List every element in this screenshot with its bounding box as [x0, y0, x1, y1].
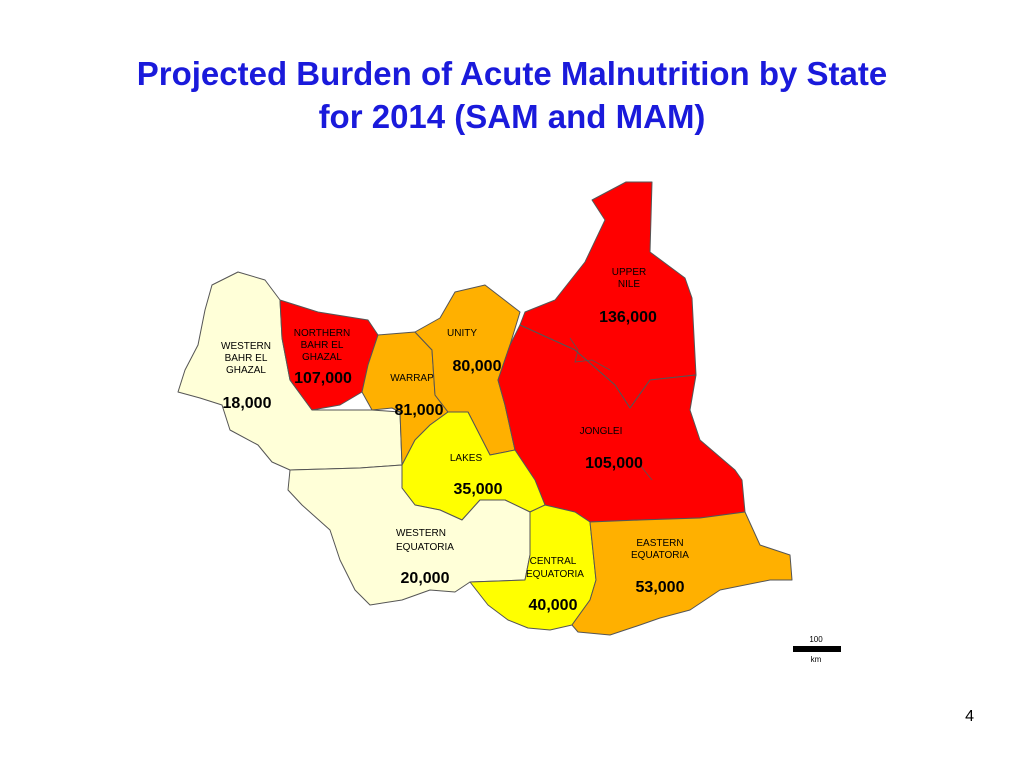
- state-value: 35,000: [454, 481, 503, 498]
- state-label: NILE: [618, 279, 641, 290]
- state-label: EQUATORIA: [631, 550, 689, 561]
- state-label: BAHR EL: [301, 340, 344, 351]
- scale-bar-value: 100: [809, 635, 823, 644]
- state-label: WESTERN: [396, 528, 446, 539]
- state-label: EQUATORIA: [396, 542, 454, 553]
- scale-bar-unit: km: [811, 655, 822, 664]
- state-value: 53,000: [636, 579, 685, 596]
- scale-bar: 100 km: [793, 635, 841, 664]
- state-value: 136,000: [599, 309, 657, 326]
- scale-bar-line: [793, 646, 841, 652]
- page-number: 4: [965, 708, 974, 725]
- state-label: EASTERN: [636, 538, 683, 549]
- slide-title: Projected Burden of Acute Malnutrition b…: [0, 52, 1024, 138]
- internal-boundary-line: [569, 337, 611, 371]
- state-value: 81,000: [395, 402, 444, 419]
- state-label: GHAZAL: [302, 352, 342, 363]
- title-line-1: Projected Burden of Acute Malnutrition b…: [136, 55, 888, 92]
- state-label: WARRAP: [390, 373, 434, 384]
- internal-boundary-line: [639, 464, 653, 481]
- state-central-equatoria[interactable]: [469, 504, 597, 631]
- state-value: 80,000: [453, 358, 502, 375]
- state-label: LAKES: [450, 453, 483, 464]
- state-label: GHAZAL: [226, 365, 266, 376]
- state-value: 107,000: [294, 370, 352, 387]
- state-label: BAHR EL: [225, 353, 268, 364]
- state-value: 40,000: [529, 597, 578, 614]
- title-line-2: for 2014 (SAM and MAM): [318, 98, 706, 135]
- state-eastern-equatoria[interactable]: [571, 511, 793, 636]
- state-value: 18,000: [223, 395, 272, 412]
- state-value: 105,000: [585, 455, 643, 472]
- state-label: UPPER: [612, 267, 646, 278]
- state-label: WESTERN: [221, 341, 271, 352]
- state-label: NORTHERN: [294, 328, 350, 339]
- state-label: EQUATORIA: [526, 569, 584, 580]
- state-value: 20,000: [401, 570, 450, 587]
- state-label: UNITY: [447, 328, 477, 339]
- state-label: JONGLEI: [580, 426, 623, 437]
- state-label: CENTRAL: [530, 556, 577, 567]
